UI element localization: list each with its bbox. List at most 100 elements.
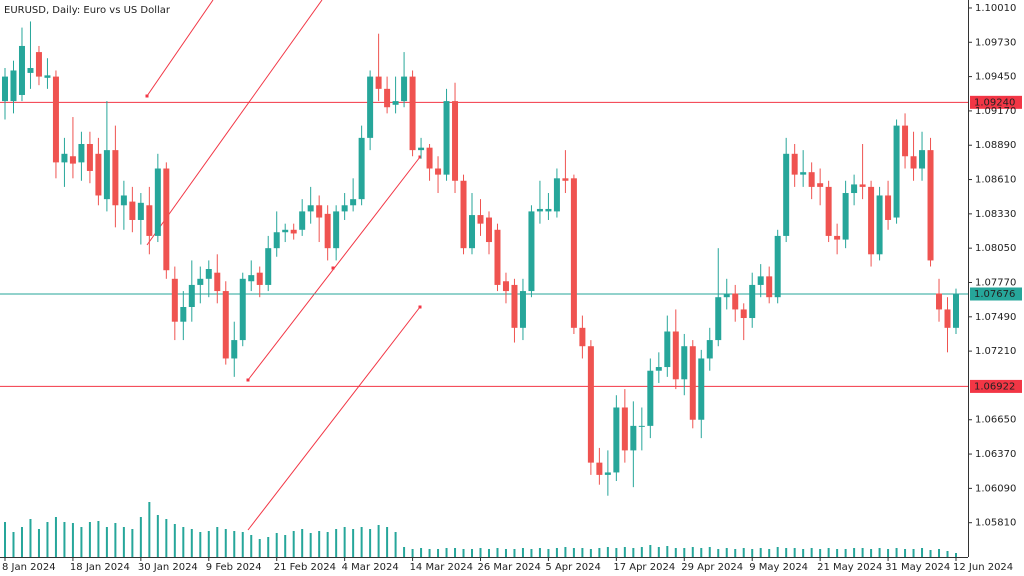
y-tick-label: 1.07770 [975, 277, 1016, 288]
volume-bar [785, 548, 788, 557]
x-tick-label: 5 Apr 2024 [545, 562, 600, 573]
candle-body [61, 153, 68, 163]
volume-bar [547, 549, 550, 557]
volume-bar [538, 548, 541, 557]
candle-body [553, 178, 560, 212]
candle-body [44, 75, 51, 78]
candle-body [137, 202, 144, 220]
volume-bar [71, 523, 74, 557]
x-tick-label: 18 Jan 2024 [70, 562, 130, 573]
volume-bar [521, 548, 524, 557]
volume-bar [462, 549, 465, 557]
candle-body [638, 425, 645, 427]
x-tick-label: 29 Apr 2024 [681, 562, 743, 573]
level-label: 1.06922 [974, 381, 1015, 392]
volume-bar [768, 549, 771, 557]
volume-bar [912, 549, 915, 557]
candle-body [197, 278, 204, 285]
volume-bar [623, 547, 626, 557]
candle-body [367, 76, 374, 138]
candle-body [664, 331, 671, 368]
candle-body [808, 172, 815, 187]
candle-body [231, 340, 238, 359]
volume-bar [793, 548, 796, 557]
candle-body [800, 172, 807, 175]
anchor-point [145, 94, 149, 98]
volume-bar [615, 548, 618, 557]
y-tick-label: 1.08330 [975, 209, 1016, 220]
candle-body [706, 340, 713, 359]
volume-bar [479, 548, 482, 557]
candle-body [519, 291, 526, 328]
candle-body [35, 52, 42, 77]
y-tick-label: 1.09450 [975, 72, 1016, 83]
candle-body [239, 278, 246, 341]
volume-bar [258, 539, 261, 557]
candle-body [86, 143, 93, 171]
anchor-point [418, 155, 422, 159]
anchor-point [246, 378, 250, 382]
candle-body [477, 215, 484, 224]
volume-bar [54, 517, 57, 557]
volume-bar [80, 527, 83, 557]
volume-bar [241, 532, 244, 557]
candle-body [469, 215, 476, 249]
volume-bar [955, 553, 957, 557]
candle-body [919, 150, 926, 169]
volume-bar [938, 549, 941, 557]
candle-body [783, 153, 790, 236]
candle-body [290, 229, 297, 234]
volume-bar [666, 546, 669, 557]
candle-body [256, 272, 263, 285]
volume-bar [649, 545, 652, 557]
candle-body [502, 281, 509, 292]
candle-body [757, 276, 764, 285]
volume-bar [471, 549, 474, 557]
level-label-box [970, 287, 1022, 301]
volume-bar [802, 549, 805, 557]
x-tick-label: 9 Feb 2024 [206, 562, 262, 573]
volume-bar [301, 529, 304, 557]
y-tick-label: 1.08890 [975, 140, 1016, 151]
volume-bar [598, 548, 601, 557]
volume-bar [632, 548, 635, 557]
volume-bar [420, 548, 423, 557]
candle-body [570, 178, 577, 328]
y-tick-label: 1.08050 [975, 243, 1016, 254]
y-tick-label: 1.07490 [975, 312, 1016, 323]
volume-bar [318, 531, 321, 557]
volume-bar [700, 548, 703, 557]
x-tick-label: 4 Mar 2024 [342, 562, 399, 573]
level-label: 1.07676 [974, 289, 1015, 300]
candle-body [910, 156, 917, 169]
volume-bar [284, 535, 287, 557]
volume-bar [657, 547, 660, 557]
candle-body [435, 168, 442, 175]
volume-bar [326, 532, 329, 557]
candle-body [214, 272, 221, 292]
volume-bar [343, 527, 346, 557]
candle-body [545, 208, 552, 212]
volume-bar [46, 522, 49, 557]
volume-bar [224, 529, 227, 557]
volume-bar [386, 527, 389, 557]
candle-body [485, 217, 492, 243]
x-tick-label: 31 May 2024 [885, 562, 950, 573]
candle-body [876, 195, 883, 255]
candle-body [825, 186, 832, 236]
candle-body [10, 70, 17, 102]
candle-body [791, 153, 798, 175]
candle-body [112, 150, 119, 206]
candle-body [613, 407, 620, 473]
levels: 1.09240 1.06922 1.07676 [0, 95, 1022, 393]
volume-bar [674, 548, 677, 557]
y-tick-label: 1.08610 [975, 175, 1016, 186]
candles [2, 21, 959, 496]
x-tick-label: 21 May 2024 [817, 562, 882, 573]
volume-bar [581, 548, 584, 557]
candle-body [171, 278, 178, 322]
volume-bar [63, 522, 66, 557]
volume-bar [717, 549, 720, 557]
candle-body [316, 205, 323, 218]
